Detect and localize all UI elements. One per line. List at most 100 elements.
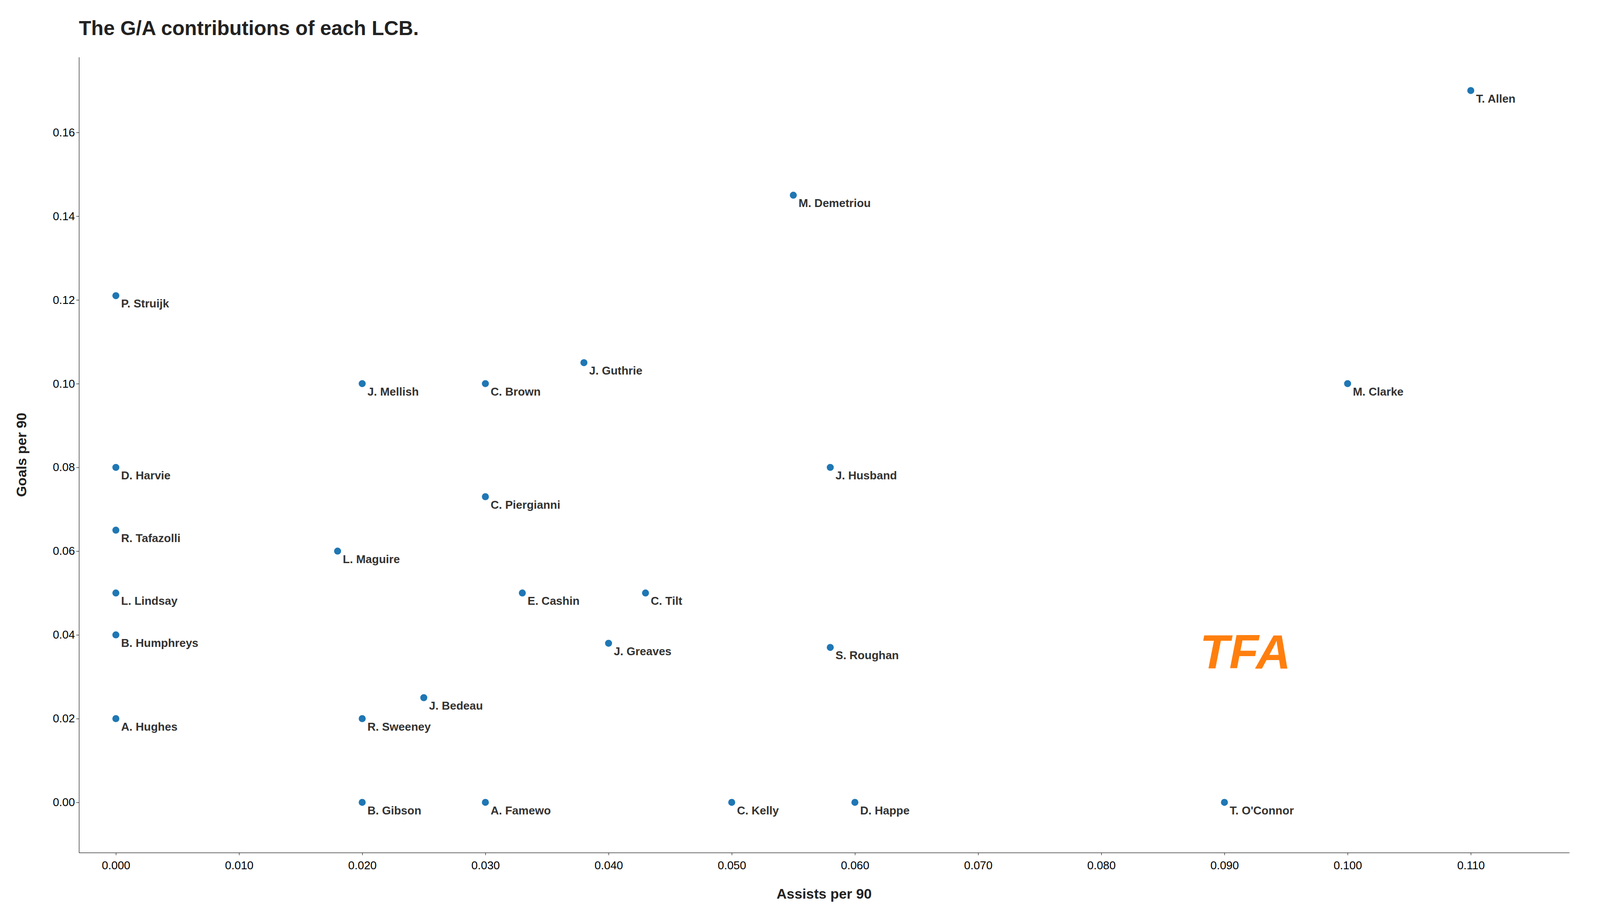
point-label: J. Bedeau xyxy=(429,698,484,712)
point xyxy=(1467,86,1475,94)
y-tick-mark xyxy=(76,801,79,803)
y-axis: 0.00 0.02 0.04 0.06 0.08 0.10 0.12 0.14 0.16 xyxy=(52,57,79,853)
x-tick: 0.050 xyxy=(717,852,747,872)
y-tick-mark xyxy=(76,132,79,133)
points xyxy=(112,86,1475,806)
y-tick-mark xyxy=(76,216,79,217)
y-tick-label: 0.02 xyxy=(52,711,75,725)
point-label: R. Sweeney xyxy=(367,719,431,733)
point-label: D. Harvie xyxy=(120,468,171,482)
point-label: R. Tafazolli xyxy=(120,531,181,545)
x-tick: 0.110 xyxy=(1457,852,1485,872)
y-tick-mark xyxy=(76,634,79,636)
point xyxy=(358,798,366,806)
x-tick-label: 0.070 xyxy=(963,858,993,872)
x-tick-label: 0.060 xyxy=(840,858,870,872)
point xyxy=(519,589,527,597)
y-tick-mark xyxy=(76,299,79,301)
point xyxy=(580,359,588,367)
y-tick: 0.02 xyxy=(52,711,79,725)
x-axis-line xyxy=(79,852,1570,853)
point xyxy=(112,291,120,299)
point xyxy=(334,547,342,555)
point xyxy=(851,798,859,806)
x-axis-title: Assists per 90 xyxy=(776,885,872,902)
y-tick-label: 0.00 xyxy=(52,795,75,809)
chart-title: The G/A contributions of each LCB. xyxy=(78,16,419,40)
x-tick: 0.100 xyxy=(1333,852,1362,872)
point-label: C. Brown xyxy=(490,384,541,399)
x-tick: 0.090 xyxy=(1210,852,1239,872)
point-label: A. Famewo xyxy=(490,803,551,817)
point xyxy=(481,492,489,500)
x-tick: 0.060 xyxy=(840,852,870,872)
point-label: C. Piergianni xyxy=(490,497,561,512)
y-tick: 0.14 xyxy=(52,209,79,223)
y-tick: 0.16 xyxy=(52,125,79,139)
point-label: E. Cashin xyxy=(527,593,580,608)
x-tick-label: 0.050 xyxy=(717,858,747,872)
y-tick-label: 0.06 xyxy=(52,544,75,558)
x-tick-label: 0.100 xyxy=(1333,858,1362,872)
point xyxy=(1344,380,1352,388)
y-tick-label: 0.08 xyxy=(52,460,75,474)
x-tick-mark xyxy=(115,852,117,855)
x-tick-mark xyxy=(362,852,363,855)
x-tick-mark xyxy=(1101,852,1102,855)
point xyxy=(728,798,736,806)
point xyxy=(642,589,650,597)
point xyxy=(826,463,834,471)
y-tick: 0.08 xyxy=(52,460,79,474)
point xyxy=(789,191,797,199)
point xyxy=(112,463,120,471)
x-tick-label: 0.080 xyxy=(1087,858,1116,872)
x-tick: 0.000 xyxy=(101,852,131,872)
y-tick-label: 0.04 xyxy=(52,627,75,641)
x-tick-label: 0.030 xyxy=(471,858,500,872)
point-label: S. Roughan xyxy=(835,648,899,662)
point-label: J. Greaves xyxy=(613,644,672,658)
point xyxy=(358,714,366,722)
x-tick-mark xyxy=(485,852,486,855)
y-tick: 0.10 xyxy=(52,376,79,391)
point-labels: T. AllenM. DemetriouP. StruijkJ. Guthrie… xyxy=(120,92,1516,817)
point-label: L. Maguire xyxy=(342,552,400,566)
point-label: C. Kelly xyxy=(736,803,779,817)
y-tick: 0.00 xyxy=(52,795,79,809)
y-tick: 0.12 xyxy=(52,293,79,307)
point-label: M. Demetriou xyxy=(798,196,872,210)
x-axis: 0.000 0.010 0.020 0.030 0.040 0.050 0.060 0.070… xyxy=(79,852,1570,872)
x-tick: 0.080 xyxy=(1087,852,1116,872)
x-tick-mark xyxy=(1224,852,1225,855)
x-tick-mark xyxy=(854,852,856,855)
x-tick: 0.010 xyxy=(224,852,254,872)
y-tick-mark xyxy=(76,467,79,468)
point xyxy=(112,631,120,639)
x-tick-label: 0.040 xyxy=(594,858,623,872)
point-label: T. O'Connor xyxy=(1229,803,1294,817)
point xyxy=(112,714,120,722)
plot-area: 0.000 0.010 0.020 0.030 0.040 0.050 0.060 0.070… xyxy=(13,57,1570,902)
x-tick: 0.040 xyxy=(594,852,623,872)
y-tick: 0.06 xyxy=(52,544,79,558)
annotation: TFA xyxy=(1199,624,1291,679)
y-tick-label: 0.12 xyxy=(52,293,75,307)
point xyxy=(604,639,612,647)
y-tick-label: 0.16 xyxy=(52,125,75,139)
x-tick: 0.030 xyxy=(471,852,500,872)
x-tick-label: 0.110 xyxy=(1457,858,1485,872)
point-label: B. Gibson xyxy=(367,803,422,817)
x-tick-label: 0.020 xyxy=(348,858,377,872)
x-tick-label: 0.090 xyxy=(1210,858,1239,872)
point xyxy=(112,526,120,534)
point xyxy=(112,589,120,597)
point-label: J. Guthrie xyxy=(589,363,643,377)
y-tick: 0.04 xyxy=(52,627,79,641)
x-tick-label: 0.000 xyxy=(101,858,131,872)
point-label: C. Tilt xyxy=(650,593,683,608)
y-tick-mark xyxy=(76,551,79,552)
point-label: P. Struijk xyxy=(120,296,170,310)
y-axis-line xyxy=(78,57,80,853)
chart-svg: The G/A contributions of each LCB.0.0000… xyxy=(0,0,1600,914)
y-tick-label: 0.10 xyxy=(52,376,75,391)
